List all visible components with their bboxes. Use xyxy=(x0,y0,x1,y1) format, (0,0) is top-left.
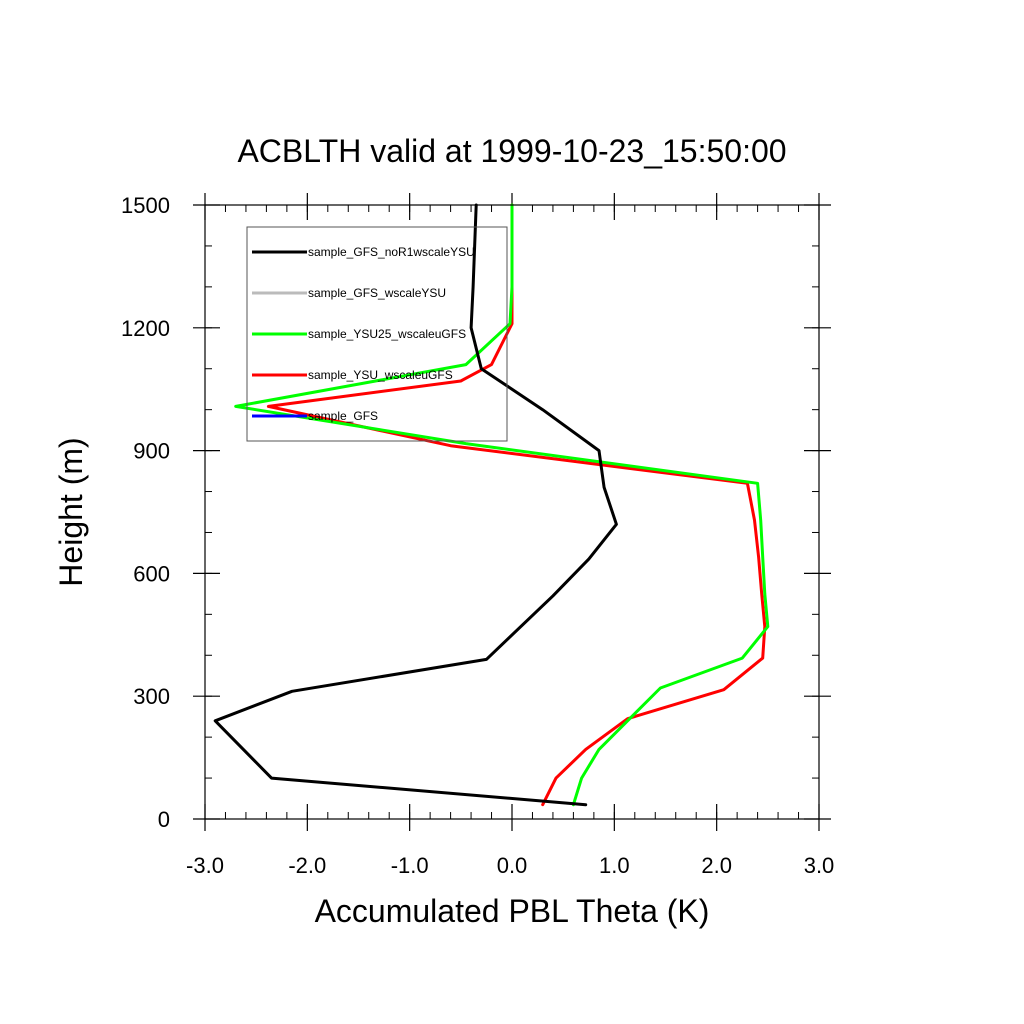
chart-title: ACBLTH valid at 1999-10-23_15:50:00 xyxy=(237,133,786,169)
x-tick-label: 3.0 xyxy=(804,853,835,878)
y-tick-label: 1200 xyxy=(121,316,170,341)
legend-label: sample_YSU_wscaleuGFS xyxy=(308,368,453,382)
legend-box xyxy=(246,226,508,442)
series-lines xyxy=(213,203,770,807)
y-tick-label: 600 xyxy=(133,561,170,586)
legend-label: sample_YSU25_wscaleuGFS xyxy=(308,327,466,341)
series-line-sample_GFS_noR1wscaleYSU xyxy=(213,203,618,807)
plot-frame xyxy=(204,204,820,820)
legend-label: sample_GFS_noR1wscaleYSU xyxy=(308,245,475,259)
x-tick-label: -1.0 xyxy=(391,853,429,878)
x-axis-label: Accumulated PBL Theta (K) xyxy=(315,893,710,929)
x-tick-label: 2.0 xyxy=(701,853,732,878)
plot-area: sample_GFS_noR1wscaleYSU sample_GFS_wscal… xyxy=(193,193,831,831)
y-tick-labels: 0 300 600 900 1200 1500 xyxy=(121,193,170,832)
series-line-sample_YSU25_wscaleuGFS xyxy=(234,203,770,807)
y-axis-label: Height (m) xyxy=(53,437,89,586)
x-tick-label: 0.0 xyxy=(497,853,528,878)
x-tick-label: 1.0 xyxy=(599,853,630,878)
series-line-sample_YSU_wscaleuGFS xyxy=(266,203,767,807)
x-tick-label: -2.0 xyxy=(288,853,326,878)
legend-label: sample_GFS xyxy=(308,409,378,423)
x-tick-label: -3.0 xyxy=(186,853,224,878)
y-tick-label: 1500 xyxy=(121,193,170,218)
y-tick-label: 0 xyxy=(158,807,170,832)
legend-label: sample_GFS_wscaleYSU xyxy=(308,286,446,300)
legend: sample_GFS_noR1wscaleYSU sample_GFS_wscal… xyxy=(252,245,475,423)
y-tick-label: 900 xyxy=(133,439,170,464)
y-tick-label: 300 xyxy=(133,684,170,709)
x-tick-labels: -3.0 -2.0 -1.0 0.0 1.0 2.0 3.0 xyxy=(186,853,834,878)
